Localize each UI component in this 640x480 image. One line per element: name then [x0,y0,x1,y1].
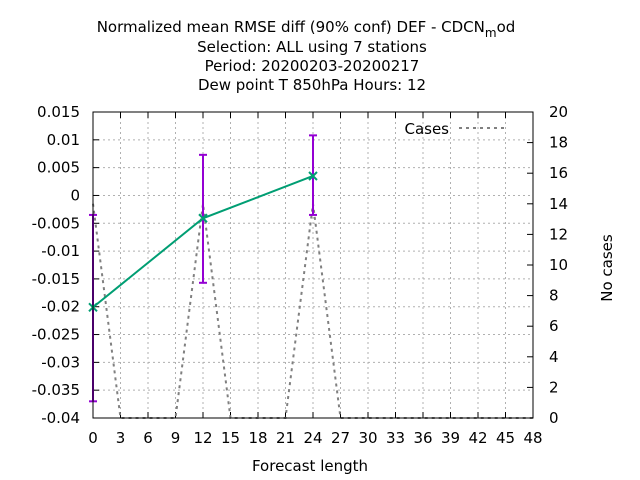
x-tick-label: 42 [468,429,487,447]
y2-tick-label: 18 [549,134,568,152]
chart-title: Normalized mean RMSE diff (90% conf) DEF… [97,18,516,94]
x-tick-label: 0 [88,429,98,447]
y-tick-label: -0.04 [41,409,80,427]
x-tick-label: 45 [496,429,515,447]
y2-tick-label: 12 [549,225,568,243]
title-line-2: Selection: ALL using 7 stations [197,38,427,56]
x-tick-label: 18 [248,429,267,447]
y2-tick-label: 6 [549,317,559,335]
title-line-1: Normalized mean RMSE diff (90% conf) DEF… [97,18,516,40]
x-tick-label: 39 [441,429,460,447]
x-tick-label: 12 [193,429,212,447]
title-line-1-main: Normalized mean RMSE diff (90% conf) DEF… [97,18,485,36]
y-axis-ticks: 0.015 0.01 0.005 0 -0.005 -0.01 -0.015 -0.02 -0.… [32,103,99,427]
x-tick-label: 21 [276,429,295,447]
x-tick-label: 6 [143,429,153,447]
y2-tick-label: 16 [549,164,568,182]
legend: Cases [404,120,505,138]
x-tick-label: 3 [116,429,126,447]
x-axis-label: Forecast length [252,457,368,475]
y-tick-label: -0.025 [32,326,80,344]
y2-tick-label: 8 [549,287,559,305]
cases-series [92,203,533,419]
y2-tick-label: 10 [549,256,568,274]
x-tick-label: 36 [413,429,432,447]
y-tick-label: -0.03 [41,353,80,371]
title-line-4: Dew point T 850hPa Hours: 12 [198,76,426,94]
y-tick-label: 0 [70,186,80,204]
y-tick-label: 0.01 [47,131,80,149]
y-tick-label: -0.015 [32,270,80,288]
x-tick-label: 30 [358,429,377,447]
legend-label-cases: Cases [404,120,449,138]
y-tick-label: 0.005 [37,159,80,177]
x-tick-label: 9 [171,429,181,447]
data-point [198,213,208,223]
x-tick-label: 33 [386,429,405,447]
y2-tick-label: 0 [549,409,559,427]
x-tick-label: 48 [523,429,542,447]
y2-axis-label: No cases [598,234,616,302]
cases-line [92,203,533,419]
y2-tick-label: 2 [549,378,559,396]
title-subscript: m [485,26,497,40]
data-point [308,171,318,181]
title-suffix: od [497,18,516,36]
x-tick-label: 15 [221,429,240,447]
y-tick-label: -0.02 [41,298,80,316]
title-line-3: Period: 20200203-20200217 [205,57,420,75]
y-tick-label: -0.005 [32,214,80,232]
y2-tick-label: 20 [549,103,568,121]
x-tick-label: 27 [331,429,350,447]
y-tick-label: -0.035 [32,381,80,399]
y2-tick-label: 4 [549,348,559,366]
y-tick-label: -0.01 [41,242,80,260]
plot-frame [92,111,534,419]
rmse-diff-series [88,134,318,403]
y-tick-label: 0.015 [37,103,80,121]
y2-tick-label: 14 [549,195,568,213]
x-axis-ticks: 0 3 6 9 12 15 18 21 24 27 30 33 36 39 42 45 48 [88,112,543,447]
x-tick-label: 24 [303,429,322,447]
